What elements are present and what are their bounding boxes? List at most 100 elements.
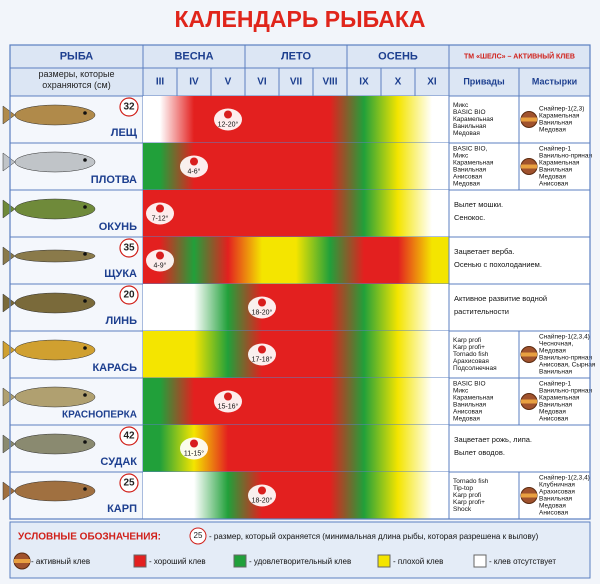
paste-item: Снайпер-1(2,3,4) [539,474,590,482]
fish-tail [2,481,16,501]
month-status [347,284,381,331]
month-status [143,143,177,190]
month-status [177,472,211,519]
fish-name: ЛЕЩ [111,127,138,139]
season-label: ЛЕТО [281,50,312,62]
paste-item: Карамельная [539,160,580,167]
month-status [279,190,313,237]
month-status [313,378,347,425]
bait-item: Микс [453,388,469,395]
size-label: 25 [123,478,135,489]
size-circle [119,97,139,117]
sizes-header: размеры, которые охраняются (см) [38,69,114,90]
month-status [143,472,177,519]
month-status [245,378,279,425]
note-line: Осенью с похолоданием. [454,260,542,269]
month-status [245,143,279,190]
month-status [279,143,313,190]
month-status [313,331,347,378]
month-status [211,237,245,284]
bait-item: Медовая [453,416,480,423]
paste-item: Снайпер-1(2,3) [539,105,584,113]
note-line: Вылет мошки. [454,200,503,209]
month-label: VII [290,77,302,88]
month-status [381,190,415,237]
month-status [177,331,211,378]
fish-name: ЩУКА [104,268,137,280]
bait-item: Karp profi+ [453,499,485,506]
size-circle [119,238,139,258]
fish-tail [2,105,16,125]
bait-item: Медовая [453,130,480,137]
month-status [313,237,347,284]
month-status [381,378,415,425]
legend-box [9,521,591,579]
paste-item: Ванильная [539,369,573,376]
fish-tail [2,340,16,360]
month-status [143,331,177,378]
paste-item: Снайпер-1(2,3,4) [539,333,590,341]
paste-item: Арахисовая [539,489,575,496]
note-line: Зацветает рожь, липа. [454,435,532,444]
month-status [415,472,449,519]
month-status [177,96,211,143]
paste-item: Ванильная [539,496,573,503]
spawn-marker [214,390,242,413]
sizes-line: охраняются (см) [42,80,110,90]
bait-item: Ванильная [453,402,487,409]
fish-eye [83,158,87,162]
fish-name: КАРАСЬ [92,362,137,374]
spawn-dot [190,439,198,448]
baits-header: Привады [463,76,505,86]
month-status [347,378,381,425]
bait-item: Ванильная [453,167,487,174]
bait-item: Ванильная [453,123,487,130]
paste-item: Ванильно-пряная [539,355,593,362]
month-status [143,378,177,425]
legend-label: - активный клев [31,557,90,566]
size-label: 20 [123,290,135,301]
fish-body [14,339,96,361]
fish-body [14,249,96,263]
month-status [211,284,245,331]
month-status [381,425,415,472]
paste-item: Анисовая [539,416,568,423]
fish-eye [83,252,87,256]
month-status [415,331,449,378]
month-label: III [156,77,165,88]
bait-item: Карамельная [453,116,494,123]
note-line: растительности [454,307,509,316]
bait-item: Tip-top [453,485,473,492]
fish-eye [83,440,87,444]
month-status [279,331,313,378]
spawn-label: 15-16° [218,402,239,410]
month-status [177,190,211,237]
fish-name: КАРП [107,503,137,515]
bait-item: Микс [453,102,469,109]
size-label: 35 [123,243,135,254]
fish-eye [83,299,87,303]
fish-eye [83,111,87,115]
paste-item: Ванильная [539,120,573,127]
size-label: 42 [123,431,135,442]
paste-item: Ванильная [539,167,573,174]
month-label: VIII [322,77,337,88]
paste-item: Анисовая [539,510,568,517]
fish-header: РЫБА [60,50,94,62]
spawn-marker [248,484,276,507]
spawn-marker [214,108,242,131]
month-status [279,284,313,331]
legend-size-text: - размер, который охраняется (минимальна… [209,532,539,541]
paste-item: Анисовая [539,181,568,188]
month-label: V [225,77,232,88]
fish-eye [83,487,87,491]
fish-body [14,433,96,455]
spawn-label: 18-20° [252,496,273,504]
legend-title: УСЛОВНЫЕ ОБОЗНАЧЕНИЯ: [18,532,161,543]
month-status [347,96,381,143]
size-circle [119,285,139,305]
month-status [279,425,313,472]
bait-item: Карамельная [453,395,494,402]
month-status [381,96,415,143]
